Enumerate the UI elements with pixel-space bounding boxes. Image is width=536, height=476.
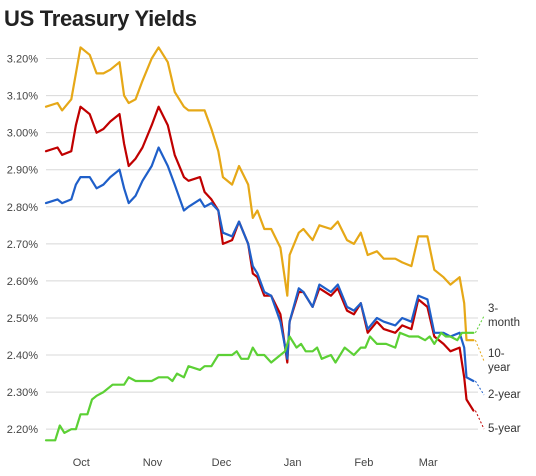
y-tick-label: 2.20% <box>7 424 38 436</box>
x-axis-tick-labels: Oct Nov Dec Jan Feb Mar <box>73 457 438 469</box>
y-tick-label: 3.00% <box>7 128 38 140</box>
y-tick-label: 2.80% <box>7 202 38 214</box>
x-tick-label: Dec <box>212 457 232 469</box>
series-label-3-month: 3-month <box>488 303 520 329</box>
x-tick-label: Feb <box>354 457 373 469</box>
series-label-5-year: 5-year <box>488 423 521 435</box>
series-line-5-year <box>44 105 475 412</box>
x-tick-label: Oct <box>73 457 90 469</box>
series-end-labels: 3-month 10-year 2-year 5-year <box>474 303 521 435</box>
label-leader-10-year <box>474 340 485 362</box>
x-tick-label: Nov <box>143 457 163 469</box>
x-tick-label: Jan <box>284 457 302 469</box>
series-line-2-year <box>44 146 475 383</box>
label-leader-3-month <box>474 315 485 334</box>
series-line-3-month <box>44 331 475 442</box>
y-tick-label: 3.20% <box>7 54 38 66</box>
label-leader-5-year <box>474 410 485 430</box>
label-leader-2-year <box>474 380 485 396</box>
series-label-2-year: 2-year <box>488 389 521 401</box>
x-tick-label: Mar <box>419 457 438 469</box>
y-tick-label: 2.70% <box>7 239 38 251</box>
y-tick-label: 2.50% <box>7 313 38 325</box>
y-tick-label: 2.30% <box>7 387 38 399</box>
y-tick-label: 2.40% <box>7 350 38 362</box>
grid-lines <box>46 58 478 430</box>
chart-title: US Treasury Yields <box>4 6 197 31</box>
y-tick-label: 2.90% <box>7 165 38 177</box>
y-tick-label: 2.60% <box>7 276 38 288</box>
y-axis-tick-labels: 3.20% 3.10% 3.00% 2.90% 2.80% 2.70% 2.60% 2.50%… <box>7 54 38 437</box>
series-label-10-year: 10-year <box>488 348 511 374</box>
y-tick-label: 3.10% <box>7 91 38 103</box>
series-line-10-year <box>44 46 475 342</box>
series-lines <box>44 46 475 442</box>
